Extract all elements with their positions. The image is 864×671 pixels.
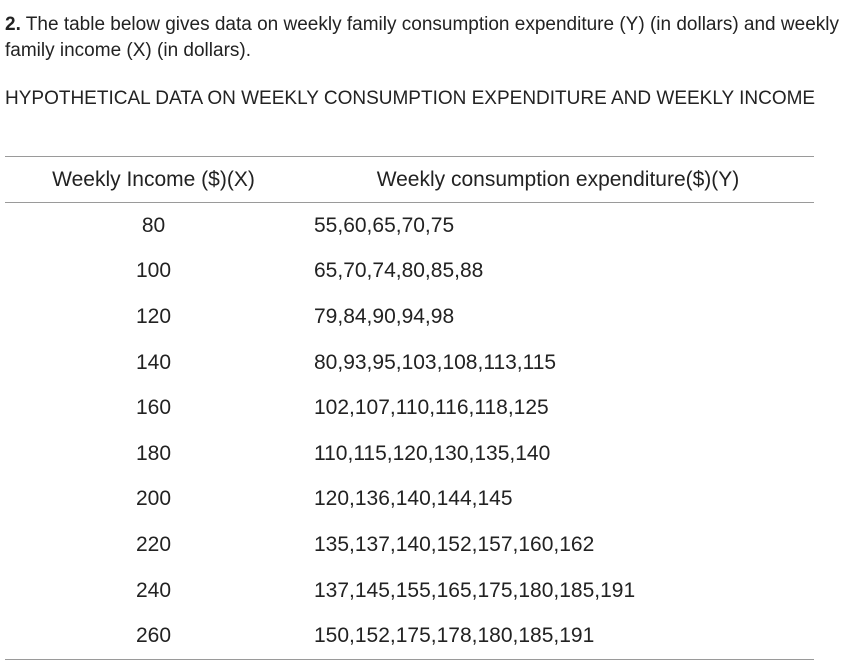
table-row: 140 80,93,95,103,108,113,115 [5,340,814,386]
consumption-cell: 110,115,120,130,135,140 [314,441,551,465]
income-cell: 240 [135,578,172,602]
header-weekly-consumption: Weekly consumption expenditure($)(Y) [376,167,740,191]
table-row: 260 150,152,175,178,180,185,191 [5,613,814,660]
income-cell: 260 [135,624,172,648]
table-title: HYPOTHETICAL DATA ON WEEKLY CONSUMPTION … [5,88,816,109]
table-row: 100 65,70,74,80,85,88 [5,249,814,295]
income-cell: 80 [141,213,166,237]
income-cell: 140 [135,350,172,374]
question-body: The table below gives data on weekly fam… [5,14,839,61]
table-row: 200 120,136,140,144,145 [5,477,814,523]
consumption-cell: 102,107,110,116,118,125 [314,396,549,420]
income-cell: 100 [135,259,172,283]
data-table: Weekly Income ($)(X) Weekly consumption … [5,156,814,660]
table-row: 160 102,107,110,116,118,125 [5,385,814,431]
income-cell: 120 [135,304,172,328]
consumption-cell: 80,93,95,103,108,113,115 [314,350,557,374]
question-number: 2. [5,14,21,35]
income-cell: 180 [135,441,172,465]
consumption-cell: 55,60,65,70,75 [314,213,455,237]
table-header-row: Weekly Income ($)(X) Weekly consumption … [5,156,814,203]
income-cell: 220 [135,532,172,556]
income-cell: 200 [135,487,172,511]
consumption-cell: 120,136,140,144,145 [314,487,513,511]
consumption-cell: 79,84,90,94,98 [314,304,455,328]
question-text: 2. The table below gives data on weekly … [5,12,861,64]
consumption-cell: 150,152,175,178,180,185,191 [314,624,595,648]
table-row: 180 110,115,120,130,135,140 [5,431,814,477]
table-row: 220 135,137,140,152,157,160,162 [5,522,814,568]
income-cell: 160 [135,396,172,420]
consumption-cell: 65,70,74,80,85,88 [314,259,484,283]
table-row: 80 55,60,65,70,75 [5,203,814,249]
header-weekly-income: Weekly Income ($)(X) [52,167,255,191]
table-row: 120 79,84,90,94,98 [5,294,814,340]
consumption-cell: 137,145,155,165,175,180,185,191 [314,578,636,602]
consumption-cell: 135,137,140,152,157,160,162 [314,532,595,556]
table-row: 240 137,145,155,165,175,180,185,191 [5,568,814,614]
